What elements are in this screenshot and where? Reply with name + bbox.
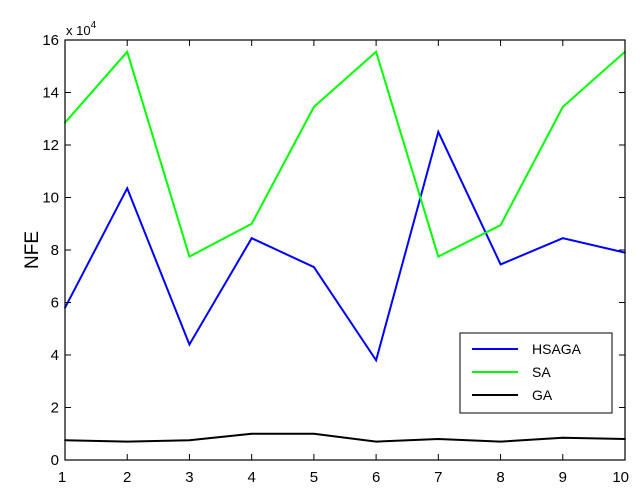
data-point-ga-3	[189, 439, 191, 441]
data-point-sa-7	[437, 256, 439, 258]
data-point-hsaga-2	[126, 187, 128, 189]
data-point-hsaga-9	[562, 237, 564, 239]
x-tick-label: 2	[123, 469, 131, 486]
y-axis-multiplier-exponent: 4	[91, 20, 97, 31]
legend-label-sa: SA	[532, 364, 551, 380]
y-tick-label: 12	[42, 137, 59, 154]
data-point-hsaga-7	[437, 131, 439, 133]
data-point-sa-2	[126, 51, 128, 53]
data-point-ga-8	[500, 441, 502, 443]
legend: HSAGA SA GA	[460, 333, 612, 413]
data-point-ga-4	[251, 433, 253, 435]
data-point-ga-6	[375, 441, 377, 443]
data-point-hsaga-6	[375, 359, 377, 361]
data-point-sa-6	[375, 51, 377, 53]
data-point-ga-5	[313, 433, 315, 435]
y-axis-multiplier-base: x 10	[66, 23, 91, 38]
x-tick-label: 1	[58, 469, 66, 486]
x-tick-label: 6	[372, 469, 380, 486]
data-point-sa-8	[500, 224, 502, 226]
y-tick-label: 16	[42, 32, 59, 49]
x-tick-label: 7	[434, 469, 442, 486]
x-tick-label: 8	[496, 469, 504, 486]
data-point-sa-5	[313, 106, 315, 108]
y-tick-label: 0	[51, 452, 59, 469]
legend-label-hsaga: HSAGA	[532, 341, 582, 357]
data-point-ga-2	[126, 441, 128, 443]
x-tick-label: 4	[247, 469, 255, 486]
y-axis-title: NFE	[22, 231, 43, 269]
y-axis-multiplier: x 104	[66, 20, 97, 38]
y-tick-label: 10	[42, 190, 59, 207]
x-tick-label: 10	[612, 469, 629, 486]
y-tick-label: 14	[42, 85, 59, 102]
x-tick-label: 5	[310, 469, 318, 486]
data-point-hsaga-5	[313, 266, 315, 268]
data-point-ga-7	[437, 438, 439, 440]
data-point-hsaga-4	[251, 237, 253, 239]
data-point-ga-9	[562, 437, 564, 439]
y-tick-label: 2	[51, 400, 59, 417]
data-point-sa-9	[562, 106, 564, 108]
legend-label-ga: GA	[532, 387, 553, 403]
data-point-sa-3	[189, 256, 191, 258]
y-tick-label: 6	[51, 295, 59, 312]
data-point-hsaga-8	[500, 264, 502, 266]
y-tick-label: 4	[51, 347, 59, 364]
x-tick-label: 9	[559, 469, 567, 486]
x-tick-label: 3	[185, 469, 193, 486]
data-point-sa-4	[251, 223, 253, 225]
data-point-hsaga-3	[189, 344, 191, 346]
y-tick-label: 8	[51, 242, 59, 259]
